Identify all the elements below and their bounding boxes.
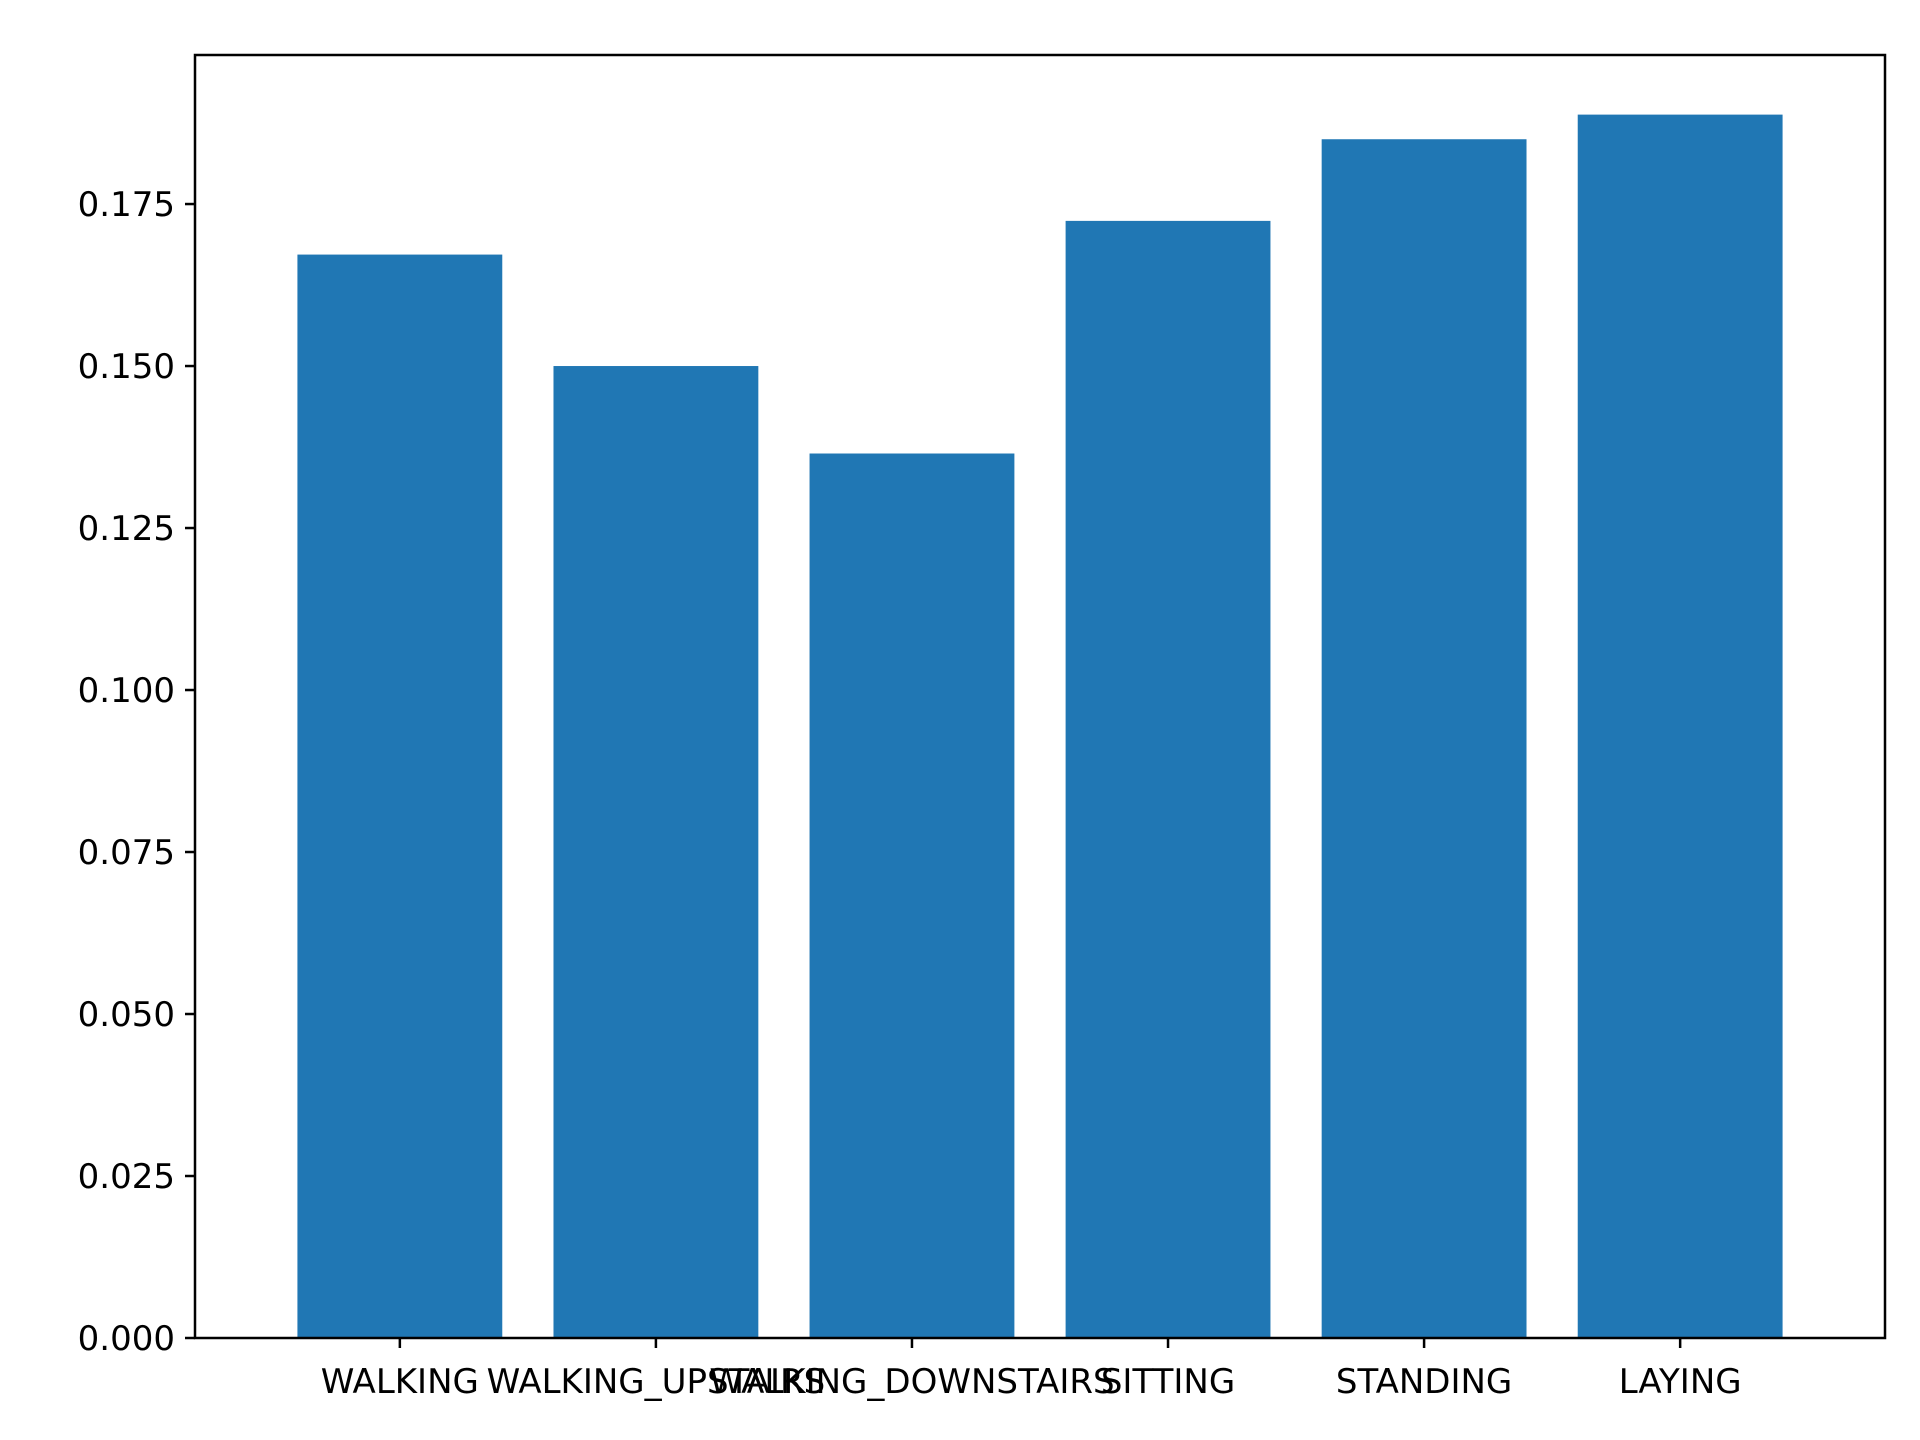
x-tick-label: WALKING_UPSTAIRS — [487, 1362, 826, 1402]
y-tick-label: 0.150 — [78, 347, 175, 387]
bar-walking-upstairs — [553, 366, 759, 1339]
x-tick-label: LAYING — [1619, 1362, 1742, 1402]
y-tick-label: 0.100 — [78, 671, 175, 711]
x-tick-label: SITTING — [1101, 1362, 1235, 1402]
y-tick-label: 0.175 — [78, 185, 175, 225]
plot-frame — [193, 53, 1887, 1340]
bars-layer — [297, 114, 1783, 1339]
y-axis: 0.000 0.025 0.050 0.075 0.100 0.125 0.150 0.175 — [78, 185, 195, 1359]
y-tick-label: 0.050 — [78, 995, 175, 1035]
bar-standing — [1321, 139, 1527, 1338]
bar-laying — [1577, 114, 1783, 1339]
y-tick-label: 0.025 — [78, 1157, 175, 1197]
x-tick-label: WALKING — [321, 1362, 479, 1402]
y-tick-label: 0.000 — [78, 1319, 175, 1359]
y-tick-label: 0.075 — [78, 833, 175, 873]
y-tick-label: 0.125 — [78, 509, 175, 549]
bar-walking — [297, 254, 503, 1339]
bar-sitting — [1065, 220, 1271, 1339]
bar-walking-downstairs — [809, 453, 1015, 1338]
x-axis: WALKING WALKING_UPSTAIRSWALKING_DOWNSTAIR… — [321, 1338, 1742, 1402]
x-tick-label: STANDING — [1336, 1362, 1512, 1402]
x-tick-label: WALKING_DOWNSTAIRS — [709, 1362, 1114, 1402]
